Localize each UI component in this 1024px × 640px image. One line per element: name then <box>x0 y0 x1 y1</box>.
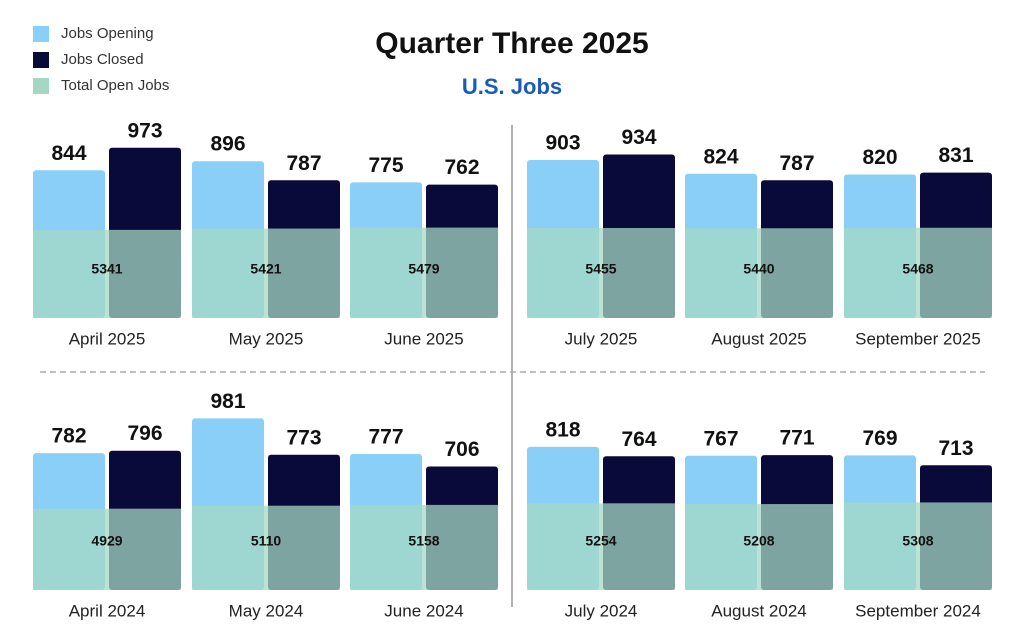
total-bar <box>527 503 675 590</box>
total-bar <box>192 505 340 590</box>
value-label: 767 <box>703 427 738 450</box>
value-label: 782 <box>51 425 86 448</box>
value-label: 903 <box>545 132 580 155</box>
x-tick-label: May 2025 <box>229 329 304 348</box>
value-label: 824 <box>703 145 738 168</box>
value-label: 762 <box>444 156 479 179</box>
x-tick-label: August 2025 <box>711 329 806 348</box>
total-label: 5421 <box>250 261 281 277</box>
value-label: 820 <box>862 146 897 169</box>
x-tick-label: July 2024 <box>565 601 638 620</box>
value-label: 777 <box>368 426 403 449</box>
value-label: 771 <box>779 427 814 450</box>
value-label: 973 <box>127 119 162 142</box>
legend-label: Jobs Closed <box>61 51 144 68</box>
total-label: 5254 <box>585 533 616 549</box>
total-label: 5208 <box>743 533 774 549</box>
total-bar <box>685 228 833 318</box>
total-bar <box>350 227 498 318</box>
value-label: 769 <box>862 427 897 450</box>
value-label: 796 <box>127 422 162 445</box>
chart-subtitle: U.S. Jobs <box>462 74 562 99</box>
value-label: 713 <box>938 437 973 460</box>
total-label: 5468 <box>902 261 933 277</box>
value-label: 775 <box>368 154 403 177</box>
total-bar <box>33 508 181 590</box>
x-tick-label: September 2025 <box>855 329 981 348</box>
total-bar <box>844 227 992 318</box>
total-label: 5455 <box>585 261 616 277</box>
value-label: 787 <box>779 152 814 175</box>
total-bar <box>844 502 992 590</box>
value-label: 844 <box>51 142 86 165</box>
value-label: 787 <box>286 152 321 175</box>
x-tick-label: May 2024 <box>229 601 304 620</box>
chart-title: Quarter Three 2025 <box>375 27 648 60</box>
total-bar <box>527 227 675 318</box>
total-label: 4929 <box>91 533 122 549</box>
value-label: 706 <box>444 438 479 461</box>
value-label: 981 <box>210 390 245 413</box>
value-label: 773 <box>286 426 321 449</box>
legend-swatch <box>33 26 49 42</box>
x-tick-label: June 2024 <box>384 601 463 620</box>
legend-label: Jobs Opening <box>61 25 154 42</box>
total-bar <box>685 504 833 590</box>
total-label: 5479 <box>408 261 439 277</box>
total-bar <box>33 229 181 318</box>
value-label: 764 <box>621 428 656 451</box>
total-bar <box>192 228 340 318</box>
total-label: 5158 <box>408 533 439 549</box>
total-label: 5341 <box>91 261 122 277</box>
total-label: 5440 <box>743 261 774 277</box>
x-tick-label: April 2024 <box>69 601 146 620</box>
total-bar <box>350 504 498 590</box>
value-label: 896 <box>210 133 245 156</box>
x-tick-label: August 2024 <box>711 601 806 620</box>
value-label: 934 <box>621 126 656 149</box>
x-tick-label: July 2025 <box>565 329 638 348</box>
x-tick-label: June 2025 <box>384 329 463 348</box>
value-label: 831 <box>938 144 973 167</box>
legend-swatch <box>33 78 49 94</box>
total-label: 5110 <box>251 533 282 549</box>
legend-label: Total Open Jobs <box>61 77 169 94</box>
total-label: 5308 <box>902 533 933 549</box>
x-tick-label: April 2025 <box>69 329 146 348</box>
legend-swatch <box>33 52 49 68</box>
x-tick-label: September 2024 <box>855 601 981 620</box>
value-label: 818 <box>545 418 580 441</box>
